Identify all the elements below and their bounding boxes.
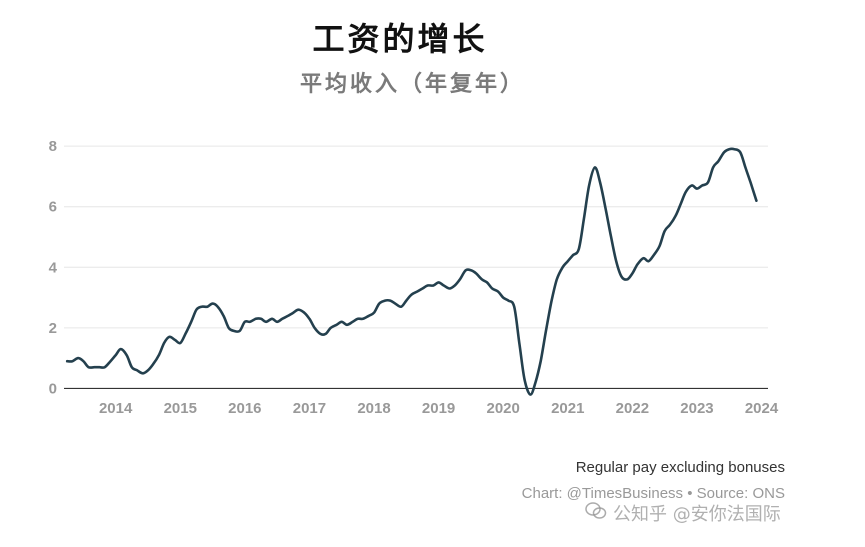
chart-source: Chart: @TimesBusiness • Source: ONS <box>521 485 785 502</box>
x-tick-label: 2017 <box>293 400 326 417</box>
y-tick-label: 6 <box>49 199 57 216</box>
x-tick-label: 2024 <box>745 400 779 417</box>
x-tick-label: 2018 <box>357 400 390 417</box>
y-tick-label: 0 <box>49 380 57 397</box>
chart-title: 工资的增长 <box>312 20 488 58</box>
wechat-icon <box>585 502 607 525</box>
y-axis-ticks: 0 2 4 6 8 <box>49 138 58 397</box>
gridlines <box>64 145 768 329</box>
y-tick-label: 2 <box>49 320 57 337</box>
x-tick-label: 2023 <box>680 400 713 417</box>
y-tick-label: 8 <box>49 138 57 155</box>
x-tick-label: 2014 <box>99 400 133 417</box>
x-tick-label: 2016 <box>228 400 261 417</box>
chart-subtitle: 平均收入（年复年） <box>299 71 525 97</box>
watermark: 公知乎 @安你法国际 <box>585 500 781 526</box>
y-tick-label: 4 <box>49 259 58 276</box>
x-tick-label: 2020 <box>487 400 520 417</box>
x-tick-label: 2019 <box>422 400 455 417</box>
watermark-text: 公知乎 @安你法国际 <box>613 504 781 525</box>
chart-note: Regular pay excluding bonuses <box>575 459 785 476</box>
series-line-wage-growth <box>65 147 758 396</box>
x-axis-ticks: 2014 2015 2016 2017 2018 2019 2020 2021 2022 2023… <box>99 400 779 417</box>
x-tick-label: 2015 <box>164 400 197 417</box>
x-tick-label: 2021 <box>551 400 584 417</box>
x-tick-label: 2022 <box>616 400 649 417</box>
